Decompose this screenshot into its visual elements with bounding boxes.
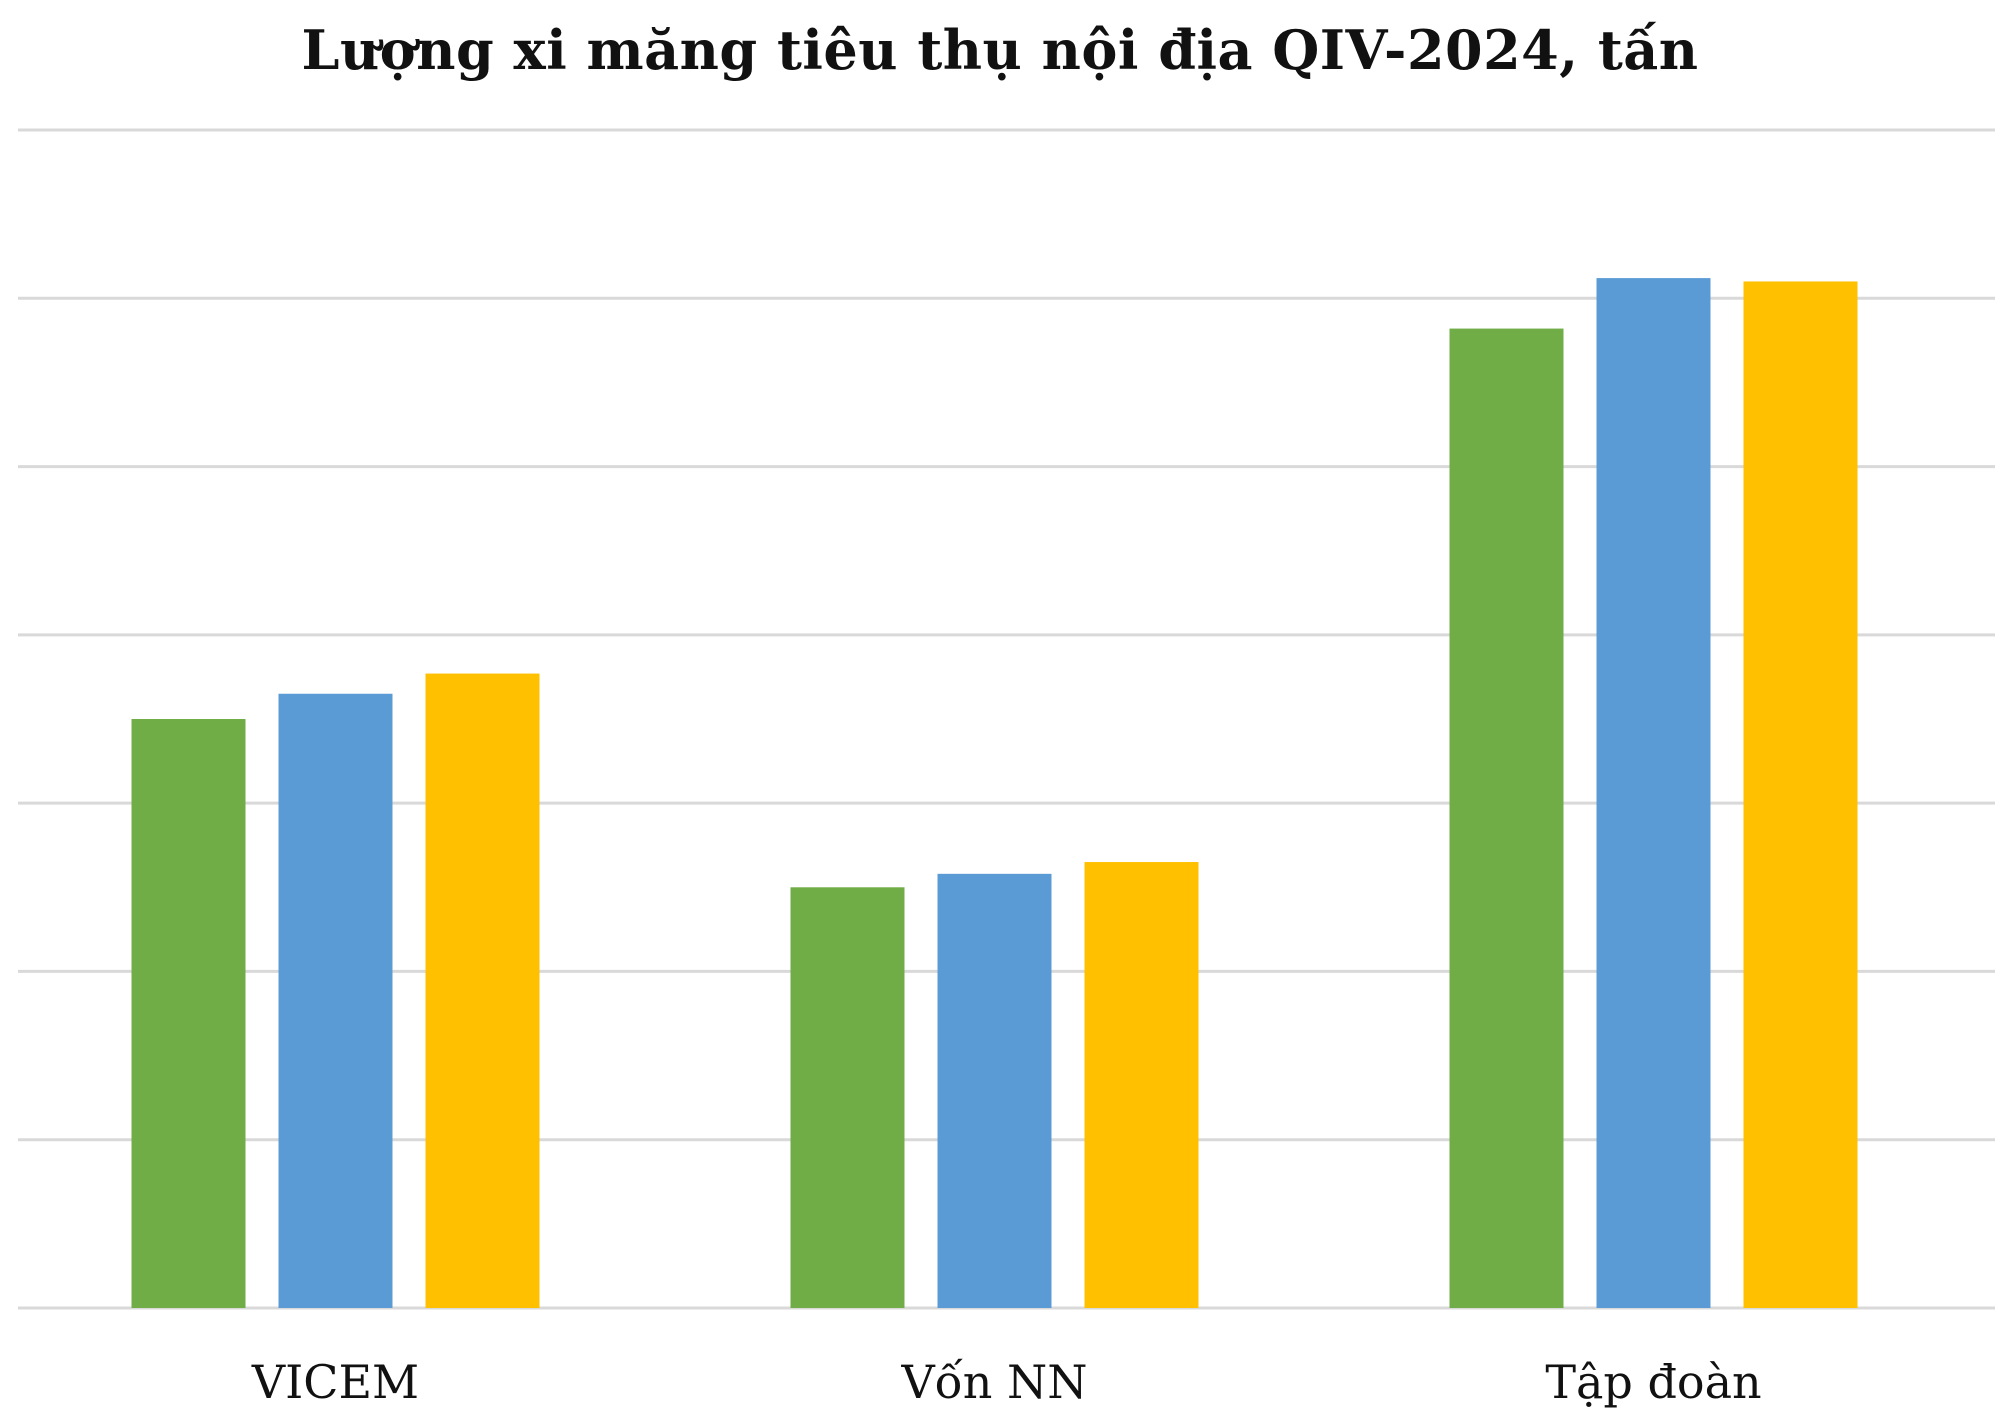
x-axis-tick-labels: VICEM Vốn NN Tập đoàn <box>251 1355 1762 1409</box>
bar-tập-đoàn-series-1 <box>1449 328 1564 1308</box>
bar-vốn-nn-series-3 <box>1084 862 1199 1308</box>
bar-vicem-series-3 <box>425 673 540 1308</box>
bar-vốn-nn-series-1 <box>790 887 905 1308</box>
bar-tập-đoàn-series-3 <box>1743 281 1858 1308</box>
x-tick-label: Vốn NN <box>900 1355 1087 1409</box>
bar-tập-đoàn-series-2 <box>1596 278 1711 1308</box>
bar-vốn-nn-series-2 <box>937 873 1052 1308</box>
x-tick-label: VICEM <box>251 1355 419 1409</box>
bar-vicem-series-2 <box>278 693 393 1308</box>
chart-title: Lượng xi măng tiêu thụ nội địa QIV-2024,… <box>301 18 1699 82</box>
bar-vicem-series-1 <box>131 719 246 1308</box>
bars <box>131 278 1858 1308</box>
x-tick-label: Tập đoàn <box>1545 1355 1761 1409</box>
